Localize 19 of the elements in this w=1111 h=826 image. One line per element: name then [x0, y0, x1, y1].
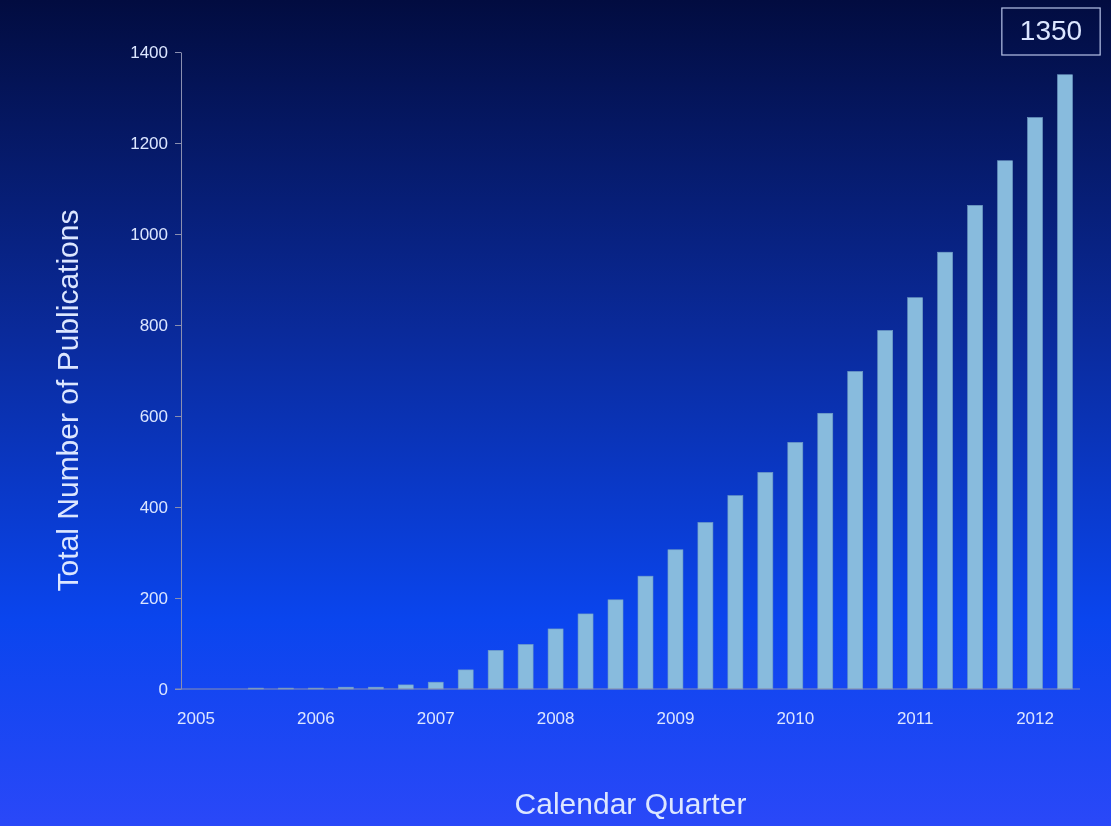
y-tick-label: 1000	[130, 224, 168, 244]
x-tick-label: 2006	[296, 709, 335, 729]
data-label: 1350	[1019, 15, 1083, 46]
x-tick-label: 2010	[776, 709, 815, 729]
y-tick-label: 600	[139, 406, 168, 426]
y-tick-label: 0	[158, 679, 168, 699]
x-tick-label: 2011	[896, 709, 934, 729]
y-tick-label: 1400	[130, 42, 168, 62]
y-tick-label: 200	[139, 588, 168, 608]
x-tick-label: 2005	[177, 709, 215, 729]
x-tick-label: 2009	[656, 709, 695, 729]
x-tick-label: 2012	[1016, 709, 1054, 729]
y-tick-label: 1200	[130, 133, 168, 153]
y-tick-label: 400	[139, 497, 168, 517]
y-tick-label: 800	[139, 315, 168, 335]
x-tick-label: 2008	[536, 709, 575, 729]
x-axis-title: Calendar Quarter	[514, 787, 747, 820]
y-axis-title: Total Number of Publications	[51, 209, 84, 592]
x-tick-label: 2007	[416, 709, 455, 729]
